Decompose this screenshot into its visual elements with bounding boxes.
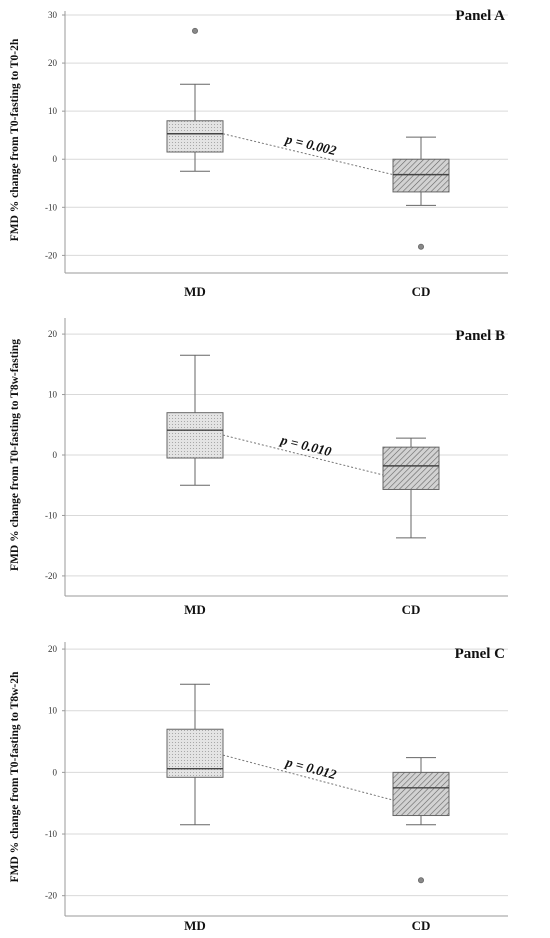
- outlier-point: [417, 243, 424, 250]
- box-cd: [382, 437, 440, 539]
- outlier-point: [191, 27, 198, 34]
- category-label: CD: [412, 918, 431, 933]
- outlier-point: [417, 877, 424, 884]
- y-tick-label: 10: [48, 706, 58, 716]
- box-iqr: [392, 771, 450, 817]
- y-tick-label: 30: [48, 10, 58, 20]
- y-tick-label: -20: [45, 250, 57, 260]
- y-tick-label: -10: [45, 829, 57, 839]
- panel-title: Panel C: [455, 646, 505, 662]
- box-cd: [392, 136, 450, 250]
- box-iqr: [166, 120, 224, 153]
- y-tick-label: -20: [45, 891, 57, 901]
- y-tick-label: 10: [48, 106, 58, 116]
- panel-2: -20 -10 0 10 20 FMD % change from T0-fasting …: [9, 318, 508, 617]
- y-axis-label: FMD % change from T0-fasting to T8w-2h: [9, 671, 21, 882]
- p-value-label: p = 0.002: [283, 131, 338, 158]
- category-label: MD: [184, 284, 206, 299]
- p-value-connector: [222, 434, 384, 476]
- box-iqr: [166, 412, 224, 459]
- p-value-label: p = 0.012: [283, 754, 338, 782]
- y-tick-label: 20: [48, 329, 58, 339]
- box-iqr: [392, 158, 450, 193]
- box-md: [166, 27, 224, 172]
- box-md: [166, 683, 224, 826]
- p-value-connector: [222, 133, 394, 176]
- box-cd: [392, 757, 450, 884]
- category-label: CD: [412, 284, 431, 299]
- panel-3: -20 -10 0 10 20 FMD % change from T0-fasting …: [9, 642, 508, 933]
- category-label: MD: [184, 602, 206, 617]
- y-tick-label: -10: [45, 202, 57, 212]
- y-axis-label: FMD % change from T0-fasting to T8w-fast…: [9, 339, 21, 571]
- y-axis-label: FMD % change from T0-fasting to T0-2h: [9, 38, 21, 241]
- panel-1: -20 -10 0 10 20 30 FMD % change from T0-fastin…: [9, 8, 508, 299]
- box-iqr: [166, 728, 224, 778]
- y-tick-label: -20: [45, 571, 57, 581]
- y-tick-label: 20: [48, 644, 58, 654]
- box-md: [166, 354, 224, 486]
- y-tick-label: -10: [45, 510, 57, 520]
- y-tick-label: 0: [53, 154, 58, 164]
- panel-title: Panel A: [455, 8, 505, 24]
- y-tick-label: 20: [48, 58, 58, 68]
- panel-title: Panel B: [455, 328, 505, 344]
- category-label: CD: [402, 602, 421, 617]
- p-value-connector: [222, 754, 394, 801]
- y-tick-label: 0: [53, 450, 58, 460]
- category-label: MD: [184, 918, 206, 933]
- box-iqr: [382, 446, 440, 490]
- y-tick-label: 10: [48, 390, 58, 400]
- y-tick-label: 0: [53, 767, 58, 777]
